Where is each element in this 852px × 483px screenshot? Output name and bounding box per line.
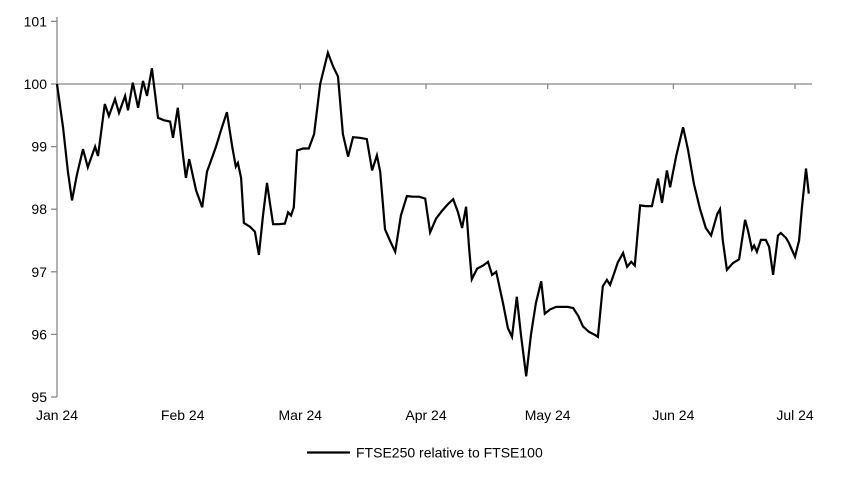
legend-label: FTSE250 relative to FTSE100	[356, 445, 543, 461]
x-tick-label: Feb 24	[161, 407, 205, 423]
y-tick-label: 99	[31, 139, 47, 155]
y-tick-label: 101	[24, 13, 48, 29]
y-tick-label: 98	[31, 201, 47, 217]
x-tick-label: Apr 24	[405, 407, 446, 423]
legend: FTSE250 relative to FTSE100	[307, 445, 543, 461]
y-tick-label: 97	[31, 264, 47, 280]
y-tick-label: 95	[31, 389, 47, 405]
data-series	[55, 48, 810, 377]
y-tick-label: 100	[24, 76, 48, 92]
x-tick-label: Jul 24	[776, 407, 814, 423]
series-line	[55, 48, 810, 377]
x-tick-label: Jun 24	[652, 407, 694, 423]
x-tick-label: Mar 24	[279, 407, 323, 423]
axes: 95 96 97 98 99 100 101 Jan 24 Feb 24 Mar 24 Apr 24…	[24, 13, 814, 423]
x-tick-label: Jan 24	[36, 407, 78, 423]
y-tick-label: 96	[31, 326, 47, 342]
x-tick-label: May 24	[525, 407, 571, 423]
